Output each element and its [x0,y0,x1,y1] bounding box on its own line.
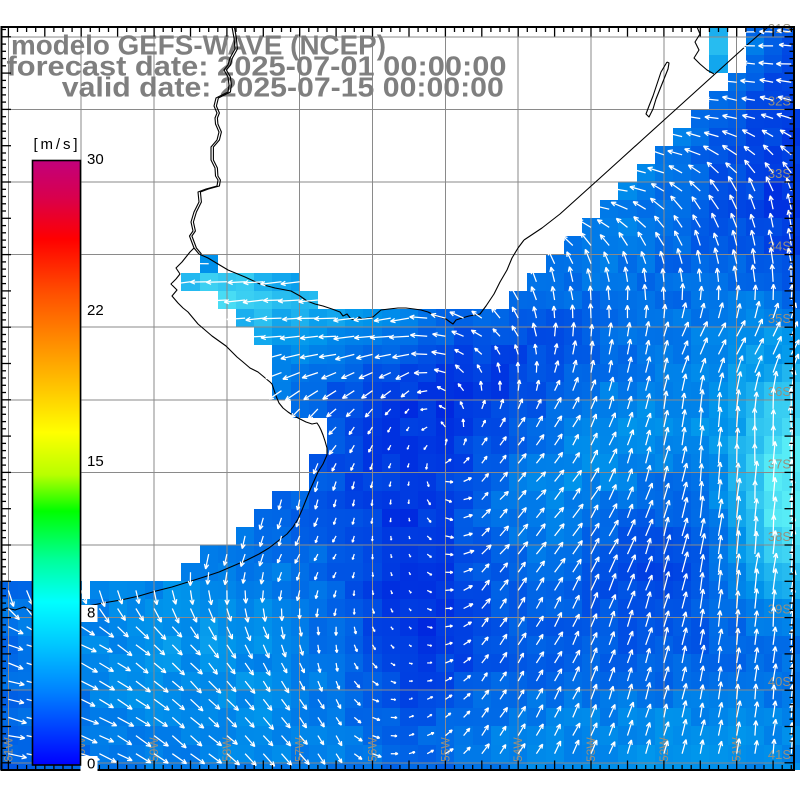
svg-text:22: 22 [87,302,104,319]
svg-text:38S: 38S [768,529,791,544]
svg-text:58W: 58W [220,737,234,762]
svg-text:forecast date: 2025-07-01 00:0: forecast date: 2025-07-01 00:00:00 [7,51,507,82]
svg-text:55W: 55W [438,737,452,762]
svg-text:15: 15 [87,453,104,470]
svg-text:33S: 33S [768,166,791,181]
svg-text:[m/s]: [m/s] [34,136,78,153]
svg-text:51W: 51W [730,737,744,762]
svg-text:54W: 54W [511,737,525,762]
svg-text:56W: 56W [366,737,380,762]
svg-text:40S: 40S [768,674,791,689]
svg-text:valid date: 2025-07-15 00:00:0: valid date: 2025-07-15 00:00:00 [62,72,504,103]
svg-text:34S: 34S [768,239,791,254]
svg-text:31S: 31S [768,21,791,36]
svg-text:8: 8 [87,604,95,621]
svg-text:modelo GEFS-WAVE (NCEP): modelo GEFS-WAVE (NCEP) [11,30,386,61]
svg-text:32S: 32S [768,93,791,108]
svg-text:0: 0 [87,756,95,773]
svg-text:30: 30 [87,151,104,168]
svg-text:39S: 39S [768,602,791,617]
svg-text:52W: 52W [657,737,671,762]
svg-text:41S: 41S [768,747,791,762]
svg-text:59W: 59W [147,737,161,762]
svg-text:37S: 37S [768,456,791,471]
